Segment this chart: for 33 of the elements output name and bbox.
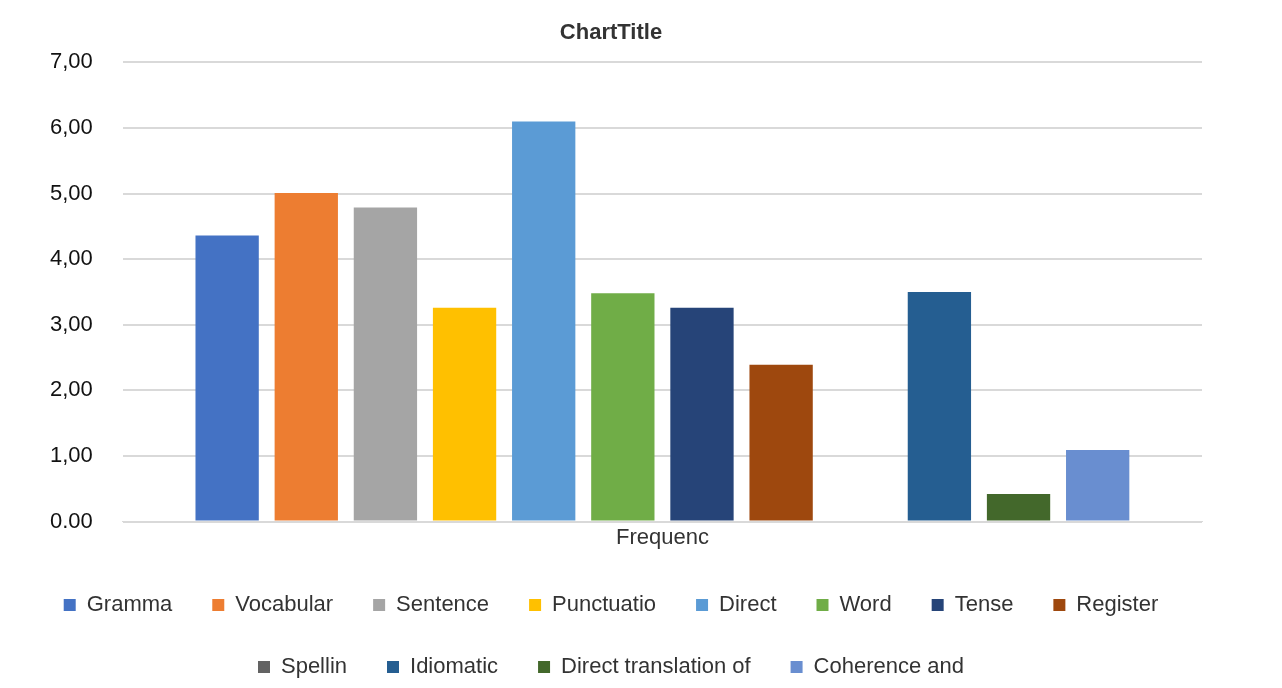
y-tick-label: 2,00 bbox=[49, 376, 93, 402]
y-tick-label: 0.00 bbox=[49, 507, 93, 533]
legend-label: Tense bbox=[954, 591, 1014, 617]
y-tick-label: 3,00 bbox=[49, 310, 93, 336]
legend-label: Punctuatio bbox=[552, 591, 657, 617]
bar bbox=[986, 494, 1051, 521]
bar bbox=[1066, 450, 1130, 521]
y-tick-label: 7,00 bbox=[49, 48, 93, 74]
legend-label: Word bbox=[839, 591, 892, 617]
y-tick-label: 5,00 bbox=[49, 179, 93, 205]
legend-label: Sentence bbox=[396, 591, 490, 617]
bar bbox=[432, 307, 497, 521]
legend-label: Coherence and bbox=[813, 653, 965, 679]
legend-label: Direct translation of bbox=[561, 653, 752, 679]
legend-label: Spellin bbox=[280, 653, 348, 679]
y-tick-label: 4,00 bbox=[49, 245, 93, 271]
y-tick-label: 6,00 bbox=[49, 114, 93, 140]
bar bbox=[907, 292, 972, 521]
legend-label: Gramma bbox=[86, 591, 174, 617]
bar bbox=[195, 235, 259, 521]
legend-label: Idiomatic bbox=[410, 653, 499, 679]
bar bbox=[749, 364, 813, 521]
bar bbox=[512, 121, 576, 521]
y-tick-label: 1,00 bbox=[49, 442, 93, 468]
bar bbox=[274, 192, 338, 521]
bar bbox=[591, 293, 655, 521]
legend-label: Register bbox=[1076, 591, 1159, 617]
x-tick-label: Frequenc bbox=[615, 523, 709, 549]
bar bbox=[353, 207, 418, 521]
legend-label: Direct bbox=[719, 591, 777, 617]
legend-label: Vocabular bbox=[235, 591, 334, 617]
bar bbox=[670, 307, 734, 521]
chart-title: ChartTitle bbox=[559, 19, 663, 45]
